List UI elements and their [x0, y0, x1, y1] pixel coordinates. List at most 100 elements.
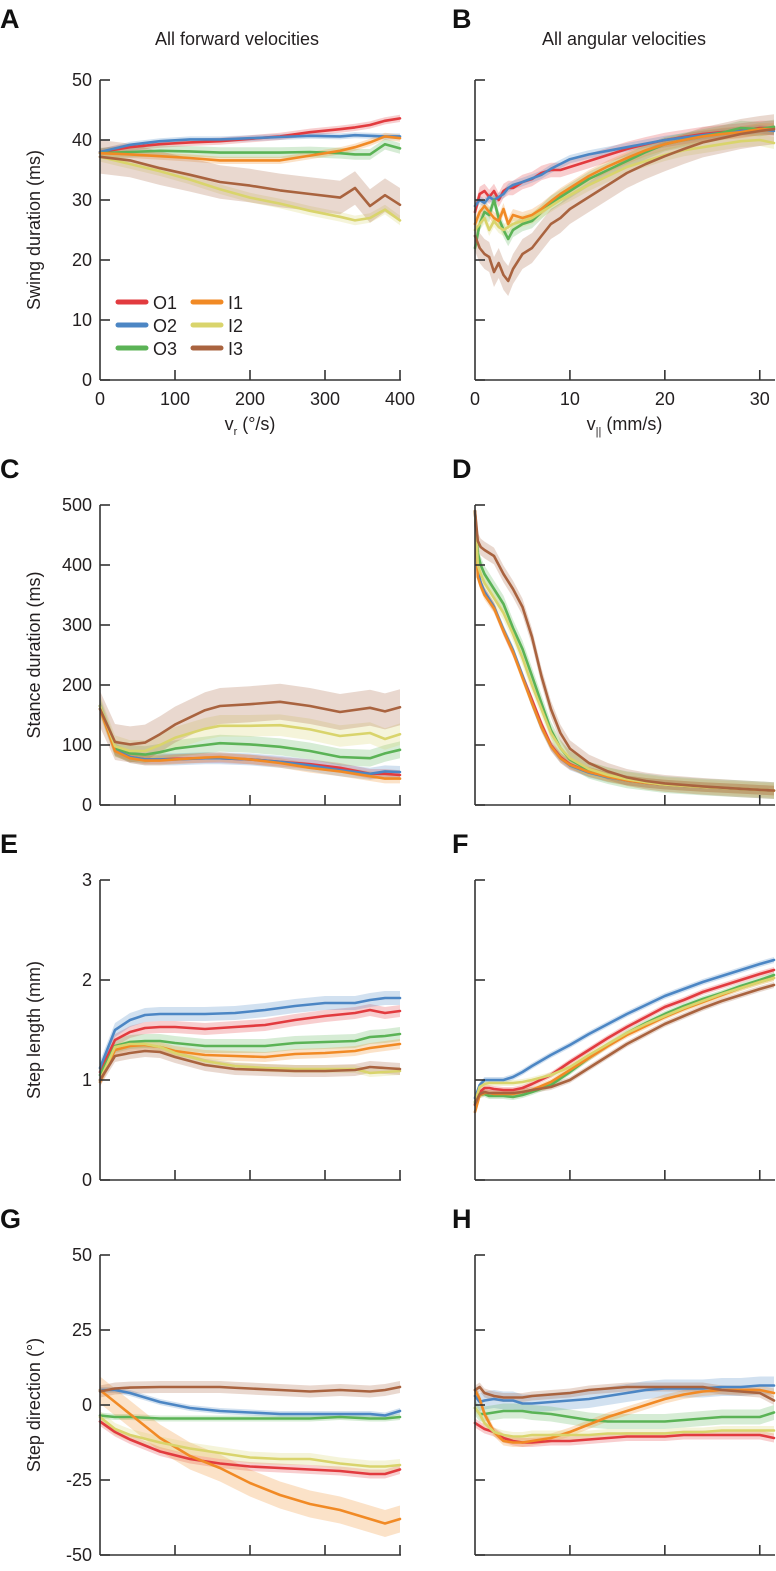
x-axis-label: vr (°/s): [225, 414, 276, 438]
series-line-o3: [98, 1032, 402, 1077]
series-line-i3: [473, 1385, 776, 1402]
panel-letter: F: [452, 829, 469, 859]
x-tick-label: 20: [655, 389, 675, 409]
series-line-i2: [473, 138, 776, 232]
y-axis-label: Step length (mm): [24, 961, 44, 1099]
legend: O1 O2 O3 I1 I2 I3: [115, 293, 243, 359]
series-line-o3: [473, 1406, 776, 1423]
panel-a: A 0 10 20 30 40 50 0 100 200 300 400 vr (°/s) Swing d…: [0, 4, 415, 438]
panel-letter: C: [0, 454, 20, 484]
error-band-i3: [100, 1045, 400, 1086]
y-tick-label: 300: [62, 615, 92, 635]
series-line-i2: [98, 1415, 402, 1468]
panel-e: E 0 1 2 3 Step length (mm): [0, 829, 402, 1190]
y-tick-label: 500: [62, 495, 92, 515]
x-tick-label: 10: [560, 389, 580, 409]
legend-label-o3: O3: [153, 339, 177, 359]
x-tick-label: 100: [160, 389, 190, 409]
series-line-o2: [473, 958, 776, 1100]
error-band-i1: [100, 1376, 400, 1537]
error-band-o3: [100, 138, 400, 160]
error-band-i2: [100, 695, 400, 762]
series-line-i2: [98, 1042, 402, 1082]
error-band-o3: [475, 1400, 774, 1429]
error-band-i2: [475, 975, 774, 1105]
y-tick-label: 200: [62, 675, 92, 695]
y-tick-label: 100: [62, 735, 92, 755]
series-line-i3: [473, 983, 776, 1106]
x-axis-label: v|| (mm/s): [587, 414, 663, 438]
series-line-i1: [473, 1388, 776, 1444]
series-line-o1: [98, 1008, 402, 1074]
error-band-o2: [100, 132, 400, 155]
panel-letter: D: [452, 454, 472, 484]
series-line-o3: [98, 142, 402, 156]
panel-letter: H: [452, 1204, 472, 1234]
error-band-i2: [100, 1411, 400, 1473]
y-tick-label: 3: [82, 870, 92, 890]
series-line-i3: [98, 155, 402, 208]
series-line-o3: [98, 704, 402, 760]
series-line-i3: [473, 509, 776, 792]
y-tick-label: 1: [82, 1070, 92, 1090]
y-tick-label: 20: [72, 250, 92, 270]
panel-g: G -50 -25 0 25 50 Step direction (°): [0, 1204, 402, 1565]
x-tick-label: 0: [95, 389, 105, 409]
series-line-o2: [98, 1388, 402, 1417]
legend-label-i3: I3: [228, 339, 243, 359]
error-band-o1: [475, 967, 774, 1108]
column-title-angular: All angular velocities: [542, 29, 706, 49]
column-title-forward: All forward velocities: [155, 29, 319, 49]
error-band-o2: [100, 991, 400, 1075]
error-band-i3: [475, 114, 774, 296]
panel-letter: B: [452, 4, 472, 34]
series-line-i1: [98, 707, 402, 780]
error-band-i1: [100, 704, 400, 784]
y-tick-label: 0: [82, 795, 92, 815]
panel-f: F: [452, 829, 776, 1181]
y-axis-label: Swing duration (ms): [24, 150, 44, 310]
x-tick-label: 300: [310, 389, 340, 409]
series-line-i2: [473, 509, 776, 792]
panel-d: D: [452, 454, 776, 806]
series-line-i2: [98, 704, 402, 753]
series-line-i3: [473, 127, 776, 283]
series-line-i2: [98, 155, 402, 222]
y-tick-label: 25: [72, 1320, 92, 1340]
y-tick-label: 50: [72, 70, 92, 90]
series-line-i1: [98, 1042, 402, 1084]
y-tick-label: 0: [82, 370, 92, 390]
y-tick-label: 400: [62, 555, 92, 575]
x-tick-label: 200: [235, 389, 265, 409]
series-line-o1: [98, 1420, 402, 1476]
series-line-o2: [98, 996, 402, 1070]
x-tick-label: 0: [470, 389, 480, 409]
y-axis-label: Step direction (°): [24, 1338, 44, 1472]
series-line-i3: [98, 700, 402, 746]
series-line-o1: [473, 968, 776, 1107]
y-tick-label: 50: [72, 1245, 92, 1265]
panel-b: B 0 10 20 30 v|| (mm/s): [452, 4, 776, 438]
panel-letter: G: [0, 1204, 21, 1234]
x-tick-label: 30: [750, 389, 770, 409]
error-band-i1: [475, 1385, 774, 1447]
legend-label-o2: O2: [153, 316, 177, 336]
series-line-o2: [98, 133, 402, 154]
series-line-i2: [473, 1406, 776, 1438]
error-band-o2: [475, 957, 774, 1101]
error-band-o1: [100, 114, 400, 156]
error-band-i1: [475, 975, 774, 1115]
series-line-i3: [98, 1385, 402, 1393]
panel-letter: E: [0, 829, 18, 859]
y-tick-label: 30: [72, 190, 92, 210]
series-line-i1: [473, 127, 776, 226]
legend-label-o1: O1: [153, 293, 177, 313]
y-tick-label: 10: [72, 310, 92, 330]
series-line-i1: [98, 1388, 402, 1525]
series-line-o3: [98, 1414, 402, 1420]
panel-h: H: [452, 1204, 776, 1556]
error-band-i3: [100, 140, 400, 223]
error-band-o1: [100, 1004, 400, 1078]
y-tick-label: 0: [82, 1170, 92, 1190]
